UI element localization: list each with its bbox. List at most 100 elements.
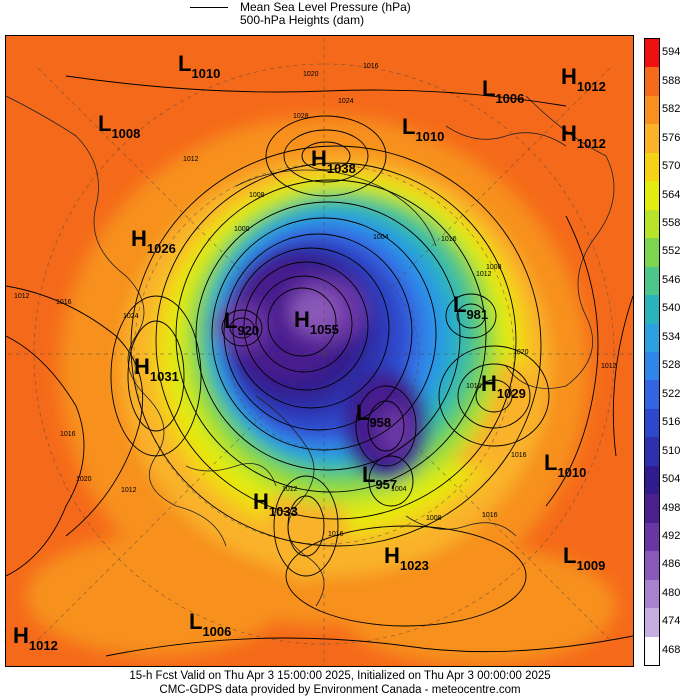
colorbar-swatch: [645, 323, 659, 353]
colorbar-level-label: 474: [662, 615, 680, 628]
low-pressure-center: L1010: [178, 51, 220, 81]
low-pressure-center: L981: [453, 292, 488, 322]
colorbar-level-label: 588: [662, 74, 680, 87]
colorbar-level-label: 564: [662, 188, 680, 201]
isobar-label: 1012: [476, 271, 492, 278]
isobar-labels: 1020101610241028101210081004100010161012…: [14, 63, 617, 538]
isobar-label: 1024: [123, 313, 139, 320]
low-pressure-center: L1010: [402, 114, 444, 144]
isobar-label: 1020: [76, 476, 92, 483]
colorbar-swatch: [645, 152, 659, 182]
high-pressure-center: H1012: [13, 623, 58, 653]
isobar-label: 1008: [426, 515, 442, 522]
colorbar-swatch: [645, 67, 659, 97]
colorbar-swatch: [645, 608, 659, 638]
colorbar-swatch: [645, 494, 659, 524]
low-pressure-center: L958: [356, 400, 391, 430]
low-pressure-center: L1009: [563, 543, 605, 573]
colorbar-level-label: 516: [662, 416, 680, 429]
colorbar-swatch: [645, 551, 659, 581]
colorbar-level-label: 468: [662, 643, 680, 656]
colorbar-swatch: [645, 209, 659, 239]
colorbar-swatch: [645, 522, 659, 552]
isobar-label: 1008: [249, 192, 265, 199]
height-legend-label: 500-hPa Heights (dam): [240, 13, 365, 27]
low-pressure-center: L957: [362, 462, 397, 492]
colorbar-level-label: 498: [662, 501, 680, 514]
high-pressure-center: H1033: [253, 489, 298, 519]
isobar-label: 1012: [183, 156, 199, 163]
isobar-label: 1004: [373, 234, 389, 241]
data-credit-text: CMC-GDPS data provided by Environment Ca…: [159, 684, 521, 696]
colorbar-level-label: 504: [662, 473, 680, 486]
low-pressure-center: L1010: [544, 450, 586, 480]
colorbar-swatch: [645, 408, 659, 438]
colorbar-level-label: 558: [662, 216, 680, 229]
isobar-legend-label: Mean Sea Level Pressure (hPa): [240, 0, 411, 14]
colorbar-level-label: 534: [662, 330, 680, 343]
isobar-label: 1004: [391, 486, 407, 493]
colorbar-level-label: 528: [662, 359, 680, 372]
pressure-centers: L1010 L1008 H1038 L1010 L1006 H1012 H1012 H1026…: [13, 51, 606, 653]
isobar-legend-line: [190, 7, 228, 8]
colorbar-level-label: 540: [662, 302, 680, 315]
colorbar-swatch: [645, 437, 659, 467]
high-pressure-center: H1029: [481, 371, 526, 401]
colorbar-swatch: [645, 95, 659, 125]
colorbar-level-label: 522: [662, 387, 680, 400]
isobar-label: 1012: [282, 486, 298, 493]
colorbar-swatch: [645, 124, 659, 154]
colorbar-level-label: 570: [662, 160, 680, 173]
weather-map-canvas: 1020101610241028101210081004100010161012…: [6, 36, 633, 666]
colorbar-swatch: [645, 465, 659, 495]
colorbar-level-label: 486: [662, 558, 680, 571]
colorbar-level-label: 510: [662, 444, 680, 457]
colorbar-level-label: 582: [662, 103, 680, 116]
map-legend: Mean Sea Level Pressure (hPa) 500-hPa He…: [190, 0, 490, 30]
colorbar-level-label: 576: [662, 131, 680, 144]
colorbar-swatch: [645, 266, 659, 296]
low-pressure-center: L1008: [98, 111, 140, 141]
high-pressure-center: H1055: [294, 307, 339, 337]
isobar-label: 1016: [60, 431, 76, 438]
isobar-label: 1020: [303, 71, 319, 78]
coastlines: [6, 95, 615, 607]
colorbar-swatch: [645, 295, 659, 325]
isobar-label: 1028: [293, 113, 309, 120]
weather-map: 1020 1016 1024 1028 1012 1008 1004 1000 1016 1012…: [5, 35, 634, 667]
isobar-label: 1012: [121, 487, 137, 494]
colorbar-swatch: [645, 579, 659, 609]
high-pressure-center: H1038: [311, 146, 356, 176]
isobar-label: 1020: [513, 349, 529, 356]
isobar-label: 1012: [601, 363, 617, 370]
colorbar-level-label: 594: [662, 46, 680, 59]
low-pressure-center: L1006: [189, 609, 231, 639]
isobar-label: 1016: [482, 512, 498, 519]
forecast-valid-text: 15-h Fcst Valid on Thu Apr 3 15:00:00 20…: [129, 670, 551, 682]
isobar-label: 1016: [363, 63, 379, 70]
colorbar-swatch: [645, 352, 659, 381]
colorbar-level-label: 492: [662, 529, 680, 542]
colorbar-swatch: [645, 380, 659, 410]
colorbar-swatch: [645, 238, 659, 268]
isobar-label: 1016: [511, 452, 527, 459]
isobar-label: 1016: [328, 531, 344, 538]
colorbar-swatch: [645, 181, 659, 211]
graticule: [6, 36, 633, 666]
isobar-label: 1016: [466, 383, 482, 390]
colorbar-level-label: 546: [662, 273, 680, 286]
height-field: 1020101610241028101210081004100010161012…: [6, 36, 633, 666]
high-pressure-center: H1012: [561, 121, 606, 151]
low-pressure-center: L920: [224, 308, 259, 338]
isobars: [6, 75, 633, 657]
high-pressure-center: H1012: [561, 64, 606, 94]
low-pressure-center: L1006: [482, 76, 524, 106]
high-pressure-center: H1031: [134, 354, 179, 384]
high-pressure-center: H1023: [384, 543, 429, 573]
colorbar-swatch: [645, 39, 659, 68]
isobar-label: 1016: [441, 236, 457, 243]
isobar-label: 1024: [338, 98, 354, 105]
isobar-label: 1012: [14, 293, 30, 300]
isobar-label: 1008: [486, 264, 502, 271]
colorbar-level-label: 552: [662, 245, 680, 258]
